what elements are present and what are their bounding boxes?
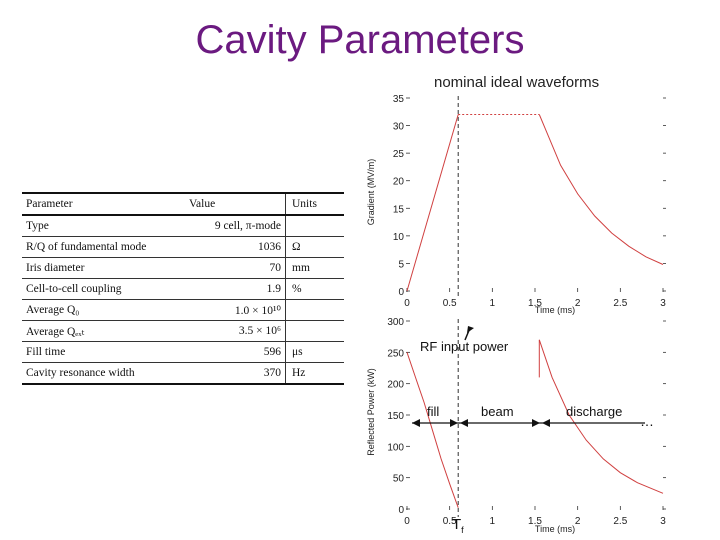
row-value: 9 cell, π-mode <box>185 215 286 237</box>
row-units: Hz <box>285 362 344 385</box>
table-row: Fill time 596 μs <box>22 341 344 363</box>
series-line-3 <box>538 339 664 494</box>
cavity-parameters-table: Parameter Value Units Type 9 cell, π-mode… <box>22 192 344 385</box>
x-tick-label: 1.5 <box>528 516 542 527</box>
y-tick-label: 35 <box>393 94 405 105</box>
table-row: Cell-to-cell coupling 1.9% <box>22 278 344 300</box>
y-tick-label: 15 <box>393 204 405 215</box>
page-title: Cavity Parameters <box>195 18 525 62</box>
row-units: % <box>285 278 344 300</box>
y-tick-label: 0 <box>398 287 404 298</box>
y-tick-label: 250 <box>387 348 404 359</box>
row-value: 70 <box>185 257 286 279</box>
row-value: 3.5 × 10⁶ <box>185 320 286 342</box>
row-param: Iris diameter <box>22 257 185 279</box>
y-tick-label: 25 <box>393 149 405 160</box>
fill-arrow-right <box>450 419 458 427</box>
x-tick-label: 3 <box>660 298 666 309</box>
x-tick-label: 0.5 <box>443 516 457 527</box>
y-tick-label: 5 <box>398 259 404 270</box>
row-value: 1.0 × 10¹⁰ <box>185 299 286 321</box>
row-units <box>285 215 344 237</box>
x-axis-label: Time (ms) <box>535 524 575 534</box>
series-line-1 <box>406 114 459 292</box>
row-units: mm <box>285 257 344 279</box>
table-header-row: Parameter Value Units <box>22 192 344 216</box>
y-tick-label: 150 <box>387 411 404 422</box>
x-tick-label: 2 <box>575 298 581 309</box>
x-tick-label: 0 <box>404 516 410 527</box>
x-tick-label: 2.5 <box>613 516 627 527</box>
y-tick-label: 0 <box>398 505 404 516</box>
series-line-1 <box>406 352 459 508</box>
y-tick-label: 20 <box>393 177 405 188</box>
discharge-label: discharge <box>566 404 623 419</box>
row-param: Fill time <box>22 341 185 363</box>
row-param: Cell-to-cell coupling <box>22 278 185 300</box>
beam-label: beam <box>481 404 514 419</box>
series-line-3 <box>538 114 664 265</box>
fill-time-marker: Tf <box>452 516 464 535</box>
table-row: Cavity resonance width 370 Hz <box>22 362 344 385</box>
x-tick-label: 2 <box>575 516 581 527</box>
row-value: 1.9 <box>185 278 286 300</box>
row-units <box>285 299 344 321</box>
row-units: Ω <box>285 236 344 258</box>
y-tick-label: 50 <box>393 474 405 485</box>
y-tick-label: 300 <box>387 317 404 328</box>
x-tick-label: 1 <box>490 298 496 309</box>
row-param: Type <box>22 215 185 237</box>
header-value: Value <box>185 192 286 216</box>
waveforms-caption: nominal ideal waveforms <box>434 74 600 91</box>
discharge-arrow-left <box>542 419 550 427</box>
fill-label: fill <box>427 404 440 419</box>
y-axis-label: Reflected Power (kW) <box>366 368 376 456</box>
row-param: R/Q of fundamental mode <box>22 236 185 258</box>
table-row: R/Q of fundamental mode 1036 Ω <box>22 236 344 258</box>
y-tick-label: 10 <box>393 232 405 243</box>
x-tick-label: 0.5 <box>443 298 457 309</box>
row-value: 1036 <box>185 236 286 258</box>
y-axis-label: Gradient (MV/m) <box>366 159 376 226</box>
x-tick-label: 2.5 <box>613 298 627 309</box>
y-tick-label: 200 <box>387 380 404 391</box>
row-value: 370 <box>185 362 286 385</box>
x-axis-label: Time (ms) <box>535 305 575 315</box>
table-row: Average Q₀ 1.0 × 10¹⁰ <box>22 299 344 321</box>
x-tick-label: 1.5 <box>528 298 542 309</box>
row-param: Average Qₑₓₜ <box>22 320 185 342</box>
beam-arrow-left <box>460 419 468 427</box>
row-units: μs <box>285 341 344 363</box>
rf-input-label: RF input power <box>420 339 509 354</box>
x-tick-label: 1 <box>490 516 496 527</box>
y-tick-label: 30 <box>393 122 405 133</box>
row-param: Cavity resonance width <box>22 362 185 385</box>
rf-input-arrowhead <box>467 326 474 333</box>
ellipsis-mark: … <box>640 413 654 429</box>
x-tick-label: 0 <box>404 298 410 309</box>
header-units: Units <box>285 192 344 216</box>
x-tick-label: 3 <box>660 516 666 527</box>
fill-arrow-left <box>412 419 420 427</box>
row-units <box>285 320 344 342</box>
row-param: Average Q₀ <box>22 299 185 321</box>
y-tick-label: 100 <box>387 442 404 453</box>
table-row: Type 9 cell, π-mode <box>22 215 344 237</box>
beam-arrow-right <box>532 419 540 427</box>
table-row: Average Qₑₓₜ 3.5 × 10⁶ <box>22 320 344 342</box>
row-value: 596 <box>185 341 286 363</box>
header-parameter: Parameter <box>22 192 185 216</box>
table-row: Iris diameter 70 mm <box>22 257 344 279</box>
tf-label: T <box>452 516 462 533</box>
tf-subscript: f <box>461 525 464 535</box>
